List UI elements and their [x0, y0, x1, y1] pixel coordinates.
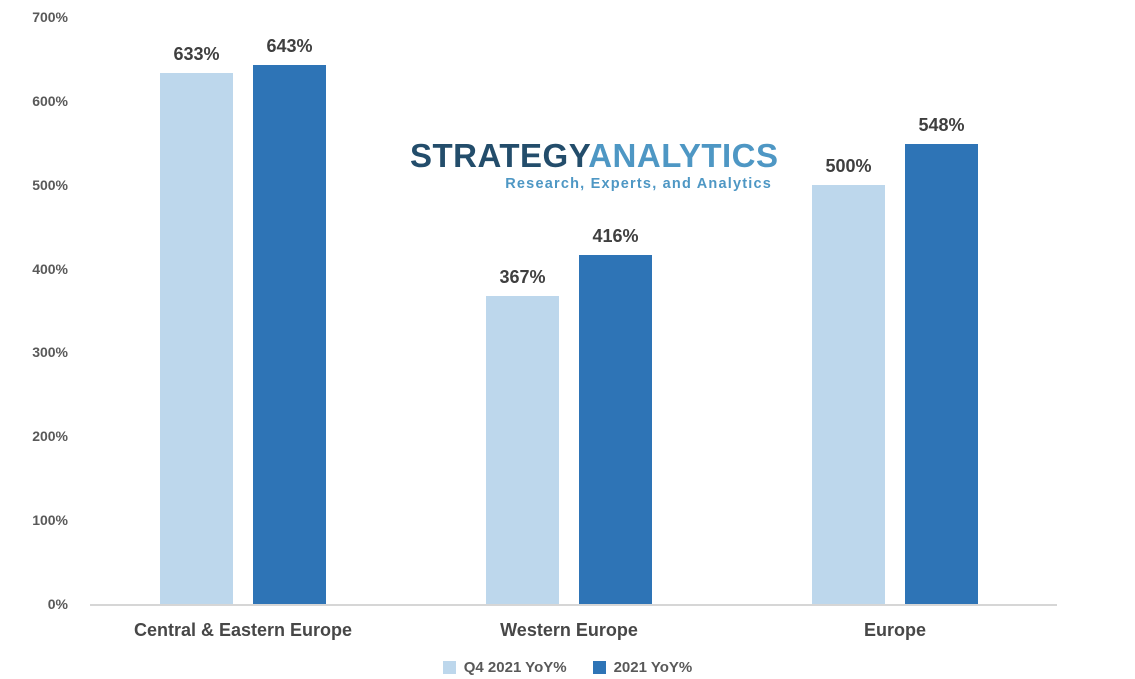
legend-label-q4-2021: Q4 2021 YoY%: [463, 659, 567, 676]
bar: [812, 184, 885, 604]
plot-area: 633% 643% 367% 416% 500% 548%: [90, 17, 1057, 604]
bar-value-label: 500%: [825, 155, 872, 176]
category-label: Europe: [863, 620, 926, 640]
y-axis-tick-label: 500%: [32, 176, 68, 193]
y-axis-tick-label: 300%: [32, 344, 68, 361]
x-axis-line: [90, 604, 1057, 606]
strategy-analytics-watermark: STRATEGYANALYTICS Research, Experts, and…: [410, 137, 778, 192]
bar-wrap: 367%: [486, 267, 559, 604]
bar-value-label: 367%: [499, 267, 546, 288]
y-axis-tick-label: 200%: [32, 428, 68, 445]
legend-swatch-q4-2021: [442, 661, 456, 674]
y-axis-tick-label: 400%: [32, 260, 68, 277]
bar-wrap: 633%: [160, 44, 233, 604]
y-axis-tick-label: 600%: [32, 92, 68, 109]
legend-item-q4-2021: Q4 2021 YoY%: [442, 659, 567, 676]
legend-item-2021: 2021 YoY%: [592, 659, 693, 676]
y-axis-tick-label: 100%: [32, 512, 68, 529]
bar-value-label: 643%: [266, 35, 313, 56]
bar-group: 633% 643%: [160, 36, 326, 604]
legend-label-2021: 2021 YoY%: [613, 659, 693, 676]
bar-wrap: 548%: [905, 115, 978, 604]
bar: [579, 255, 652, 604]
y-axis-tick-label: 700%: [32, 9, 68, 25]
brand-wordmark: STRATEGYANALYTICS: [410, 137, 778, 174]
legend: Q4 2021 YoY% 2021 YoY%: [0, 659, 1135, 676]
brand-part-strategy: STRATEGY: [410, 137, 589, 174]
bar: [905, 144, 978, 604]
bar-wrap: 416%: [579, 226, 652, 604]
category-label: Western Europe: [500, 620, 638, 640]
bar-wrap: 500%: [812, 156, 885, 604]
y-axis-tick-label: 0%: [47, 596, 68, 612]
legend-swatch-2021: [592, 661, 606, 674]
bar-value-label: 416%: [592, 226, 639, 247]
bar: [486, 296, 559, 604]
bar-value-label: 548%: [918, 115, 965, 136]
brand-tagline: Research, Experts, and Analytics: [505, 176, 772, 192]
bar: [253, 64, 326, 604]
category-label: Central & Eastern Europe: [133, 620, 353, 640]
bar-value-label: 633%: [173, 44, 220, 65]
bar-wrap: 643%: [253, 36, 326, 604]
brand-part-analytics: ANALYTICS: [588, 137, 779, 174]
bar-group: 500% 548%: [812, 115, 978, 604]
bar: [160, 73, 233, 604]
bar-group: 367% 416%: [486, 226, 652, 604]
